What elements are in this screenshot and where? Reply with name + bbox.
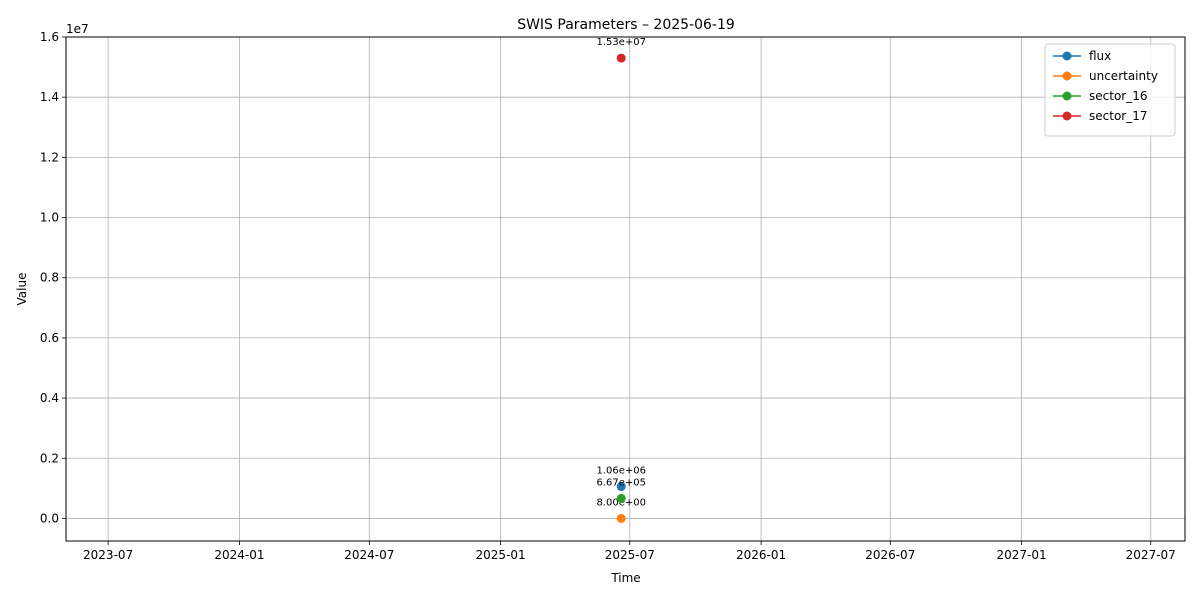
x-tick-label: 2024-07: [344, 548, 394, 562]
x-tick-label: 2027-07: [1126, 548, 1176, 562]
y-tick-label: 0.2: [40, 451, 59, 465]
legend-label-flux: flux: [1089, 49, 1111, 63]
legend-marker-sector_16: [1062, 91, 1072, 101]
chart-title: SWIS Parameters – 2025-06-19: [517, 17, 735, 33]
point-label-sector_17: 1.53e+07: [596, 37, 646, 48]
legend: flux uncertainty sector_16 sector_17: [1044, 43, 1176, 137]
legend-label-sector_17: sector_17: [1089, 109, 1147, 123]
x-tick-label: 2025-07: [605, 548, 655, 562]
legend-box: [1044, 43, 1176, 137]
y-tick-label: 0.0: [40, 511, 59, 525]
point-label-uncertainty: 8.00e+00: [596, 497, 646, 508]
point-label-flux: 1.06e+06: [596, 466, 646, 477]
legend-marker-uncertainty: [1062, 71, 1072, 81]
y-tick-label: 1.4: [40, 90, 59, 104]
x-tick-label: 2025-01: [476, 548, 526, 562]
data-points: 1.06e+06 8.00e+00 6.67e+05 1.53e+07: [596, 37, 646, 523]
legend-label-sector_16: sector_16: [1089, 89, 1147, 103]
point-sector_16: [616, 493, 626, 503]
x-axis-label: Time: [610, 571, 640, 585]
x-tick-label: 2024-01: [214, 548, 264, 562]
legend-label-uncertainty: uncertainty: [1089, 69, 1158, 83]
y-tick-label: 0.6: [40, 331, 59, 345]
point-uncertainty: [616, 513, 626, 523]
x-tick-label: 2027-01: [997, 548, 1047, 562]
y-axis-offset-label: 1e7: [66, 22, 89, 36]
y-tick-label: 0.8: [40, 271, 59, 285]
axis-ticks: 2023-07 2024-01 2024-07 2025-01 2025-07 2026-…: [40, 30, 1176, 562]
point-sector_17: [616, 53, 626, 63]
x-tick-label: 2026-01: [736, 548, 786, 562]
x-tick-label: 2026-07: [865, 548, 915, 562]
y-tick-label: 1.6: [40, 30, 59, 44]
x-tick-label: 2023-07: [83, 548, 133, 562]
point-flux: [616, 482, 626, 492]
y-tick-label: 0.4: [40, 391, 59, 405]
plot-area: [65, 36, 1186, 542]
point-label-sector_16: 6.67e+05: [596, 477, 646, 488]
legend-marker-sector_17: [1062, 111, 1072, 121]
legend-marker-flux: [1062, 51, 1072, 61]
y-axis-label: Value: [15, 273, 29, 306]
y-tick-label: 1.0: [40, 211, 59, 225]
y-tick-label: 1.2: [40, 150, 59, 164]
